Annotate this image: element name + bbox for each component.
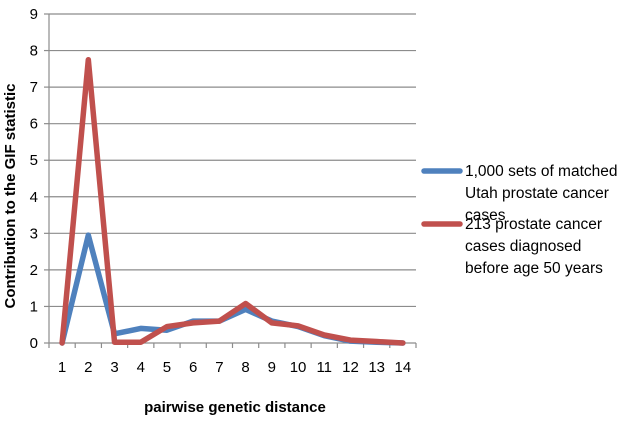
x-tick-label: 3 (110, 359, 118, 376)
x-tick-label: 8 (241, 359, 249, 376)
legend-label: 1,000 sets of matched (465, 163, 618, 180)
gridlines (44, 13, 416, 344)
x-tick-label: 10 (290, 359, 307, 376)
x-tick-label: 4 (137, 359, 145, 376)
legend-label: cases diagnosed (465, 238, 581, 255)
x-tick-label: 6 (189, 359, 197, 376)
x-tick-label: 14 (395, 359, 412, 376)
legend-label: cases (465, 207, 506, 224)
y-tick-labels: 0 1 2 3 4 5 6 7 8 9 (30, 6, 38, 352)
x-tick-label: 12 (342, 359, 359, 376)
x-tick-label: 9 (268, 359, 276, 376)
x-tick-label: 5 (163, 359, 171, 376)
legend-label: Utah prostate cancer (465, 185, 609, 202)
y-tick-label: 9 (30, 6, 38, 23)
x-tick-label: 11 (316, 359, 332, 376)
y-tick-label: 1 (30, 298, 38, 315)
series-lines (59, 56, 406, 346)
y-tick-label: 0 (30, 335, 38, 352)
y-axis-title: Contribution to the GIF statistic (2, 84, 19, 309)
y-tick-label: 7 (30, 79, 38, 96)
y-tick-label: 8 (30, 43, 38, 60)
series-line-2 (59, 56, 406, 346)
x-tick-label: 1 (58, 359, 66, 376)
x-tick-labels: 1 2 3 4 5 6 7 8 9 10 11 12 13 14 (58, 359, 411, 376)
x-axis-title: pairwise genetic distance (144, 399, 326, 416)
y-tick-label: 6 (30, 116, 38, 133)
y-tick-label: 5 (30, 152, 38, 169)
legend: 1,000 sets of matched Utah prostate cance… (421, 163, 618, 277)
legend-label: before age 50 years (465, 260, 603, 277)
x-tick-label: 13 (368, 359, 385, 376)
y-tick-label: 4 (30, 189, 38, 206)
y-tick-label: 3 (30, 225, 38, 242)
y-tick-label: 2 (30, 262, 38, 279)
legend-label: 213 prostate cancer (465, 216, 602, 233)
x-tick-label: 2 (84, 359, 92, 376)
x-tick-label: 7 (215, 359, 223, 376)
